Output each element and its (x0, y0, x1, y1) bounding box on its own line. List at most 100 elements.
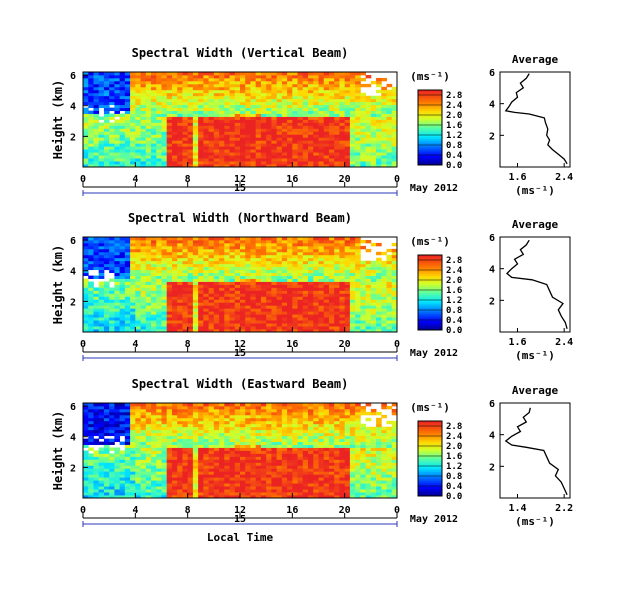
heatmap-cell (177, 317, 183, 321)
heatmap-cell (171, 110, 178, 114)
heatmap-cell (182, 92, 189, 97)
heatmap-cell (240, 146, 246, 150)
heatmap-cell (250, 441, 257, 445)
heatmap-cell (219, 438, 225, 442)
heatmap-cell (119, 113, 126, 117)
heatmap-cell (98, 435, 105, 440)
heatmap-cell (266, 77, 272, 82)
heatmap-cell (308, 131, 314, 135)
heatmap-cell (245, 438, 251, 442)
heatmap-cell (339, 86, 346, 91)
heatmap-cell (391, 89, 398, 94)
heatmap-cell (245, 308, 251, 312)
heatmap-cell (281, 314, 288, 318)
heatmap-cell (171, 146, 178, 150)
heatmap-cell (124, 239, 131, 244)
heatmap-cell (266, 116, 272, 120)
heatmap-cell (145, 101, 152, 106)
heatmap-cell (370, 287, 377, 291)
heatmap-cell (187, 483, 194, 487)
heatmap-cell (151, 459, 157, 463)
heatmap-cell (203, 92, 209, 97)
heatmap-cell (103, 122, 110, 126)
heatmap-cell (166, 101, 173, 106)
heatmap-cell (308, 86, 314, 91)
heatmap-cell (234, 302, 241, 306)
heatmap-cell (355, 245, 361, 250)
heatmap-cell (255, 128, 262, 132)
heatmap-cell (83, 77, 89, 82)
heatmap-cell (151, 287, 157, 291)
heatmap-cell (344, 305, 351, 309)
heatmap-cell (386, 329, 393, 333)
heatmap-cell (130, 275, 136, 279)
heatmap-cell (187, 290, 194, 294)
heatmap-cell (276, 137, 283, 141)
heatmap-cell (391, 149, 398, 153)
heatmap-cell (271, 329, 278, 333)
heatmap-cell (219, 429, 225, 434)
heatmap-cell (355, 161, 361, 165)
heatmap-cell (166, 462, 173, 466)
heatmap-cell (83, 152, 89, 156)
heatmap-cell (166, 495, 173, 499)
heatmap-cell (119, 483, 126, 487)
heatmap-cell (88, 432, 94, 437)
heatmap-cell (365, 329, 372, 333)
heatmap-cell (88, 113, 94, 117)
heatmap-cell (287, 311, 293, 315)
heatmap-cell (198, 83, 204, 88)
heatmap-cell (245, 293, 251, 297)
heatmap-cell (203, 125, 209, 129)
heatmap-cell (83, 290, 89, 294)
heatmap-cell (213, 257, 220, 262)
heatmap-cell (334, 104, 340, 109)
heatmap-cell (276, 119, 283, 123)
heatmap-cell (203, 284, 209, 288)
heatmap-cell (287, 317, 293, 321)
heatmap-cell (208, 122, 215, 126)
heatmap-cell (156, 411, 162, 416)
heatmap-cell (344, 242, 351, 247)
heatmap-cell (219, 86, 225, 91)
heatmap-cell (360, 260, 366, 265)
heatmap-cell (166, 281, 173, 285)
heatmap-cell (245, 116, 251, 120)
heatmap-cell (360, 95, 366, 100)
heatmap-cell (344, 80, 351, 85)
heatmap-cell (203, 251, 209, 256)
average-profile-line (504, 73, 568, 165)
heatmap-cell (171, 480, 178, 484)
heatmap-cell (266, 131, 272, 135)
heatmap-cell (323, 98, 330, 103)
heatmap-cell (328, 125, 335, 129)
heatmap-cell (297, 239, 304, 244)
heatmap-cell (151, 314, 157, 318)
heatmap-cell (213, 104, 220, 109)
heatmap-cell (386, 101, 393, 106)
heatmap-cell (302, 302, 309, 306)
heatmap-cell (130, 113, 136, 117)
heatmap-cell (145, 290, 152, 294)
heatmap-cell (229, 459, 236, 463)
heatmap-cell (224, 471, 230, 475)
heatmap-cell (130, 293, 136, 297)
heatmap-cell (109, 239, 115, 244)
colorbar-segment (418, 294, 442, 297)
heatmap-cell (287, 320, 293, 324)
heatmap-cell (208, 158, 215, 162)
heatmap-cell (171, 248, 178, 253)
heatmap-cell (124, 447, 131, 451)
heatmap-cell (255, 125, 262, 129)
heatmap-cell (308, 263, 314, 268)
heatmap-cell (219, 134, 225, 138)
heatmap-cell (88, 489, 94, 493)
heatmap-cell (140, 131, 147, 135)
heatmap-cell (88, 320, 94, 324)
heatmap-cell (88, 403, 94, 407)
heatmap-cell (386, 146, 393, 150)
heatmap-cell (156, 152, 162, 156)
heatmap-cell (250, 293, 257, 297)
heatmap-cell (370, 128, 377, 132)
heatmap-cell (391, 119, 398, 123)
